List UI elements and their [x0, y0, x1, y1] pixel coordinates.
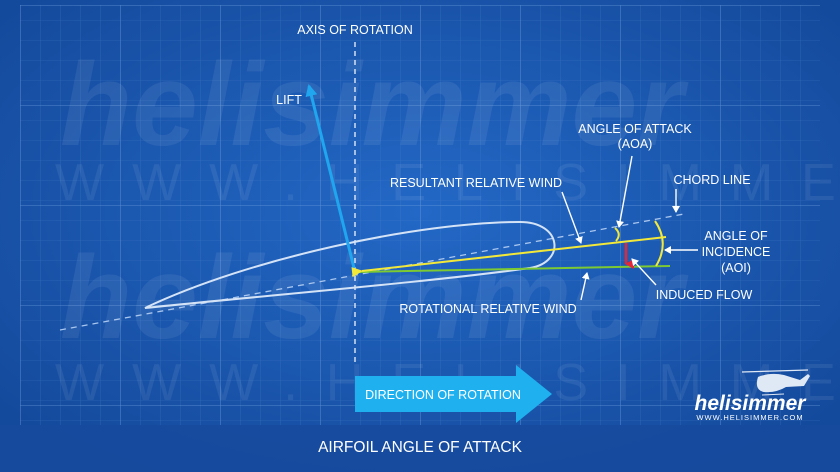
resultant-wind-pointer	[561, 191, 583, 244]
logo-url: WWW.HELISIMMER.COM	[696, 413, 803, 422]
resultant-relative-wind-arrow	[351, 236, 667, 278]
direction-of-rotation-label: DIRECTION OF ROTATION	[365, 388, 521, 402]
airfoil	[144, 220, 556, 309]
aoi-abbrev: (AOI)	[721, 261, 751, 275]
rotational-relative-wind-label: ROTATIONAL RELATIVE WIND	[399, 302, 576, 316]
resultant-relative-wind-label: RESULTANT RELATIVE WIND	[390, 176, 562, 190]
diagram-title: AIRFOIL ANGLE OF ATTACK	[318, 439, 523, 456]
induced-flow-pointer	[631, 258, 657, 286]
lift-label: LIFT	[276, 93, 302, 107]
direction-of-rotation-arrow	[355, 365, 552, 423]
aoa-abbrev: (AOA)	[618, 137, 653, 151]
aoi-label-1: ANGLE OF	[704, 229, 768, 243]
aoi-arc	[654, 220, 664, 267]
aoa-arc	[614, 227, 620, 242]
watermark-brand: helisimmer	[60, 39, 689, 171]
aoa-pointer	[616, 155, 633, 228]
chord-line	[59, 213, 685, 331]
rotational-wind-pointer	[580, 272, 590, 301]
logo-brand: helisimmer	[695, 392, 808, 415]
aoa-label: ANGLE OF ATTACK	[578, 122, 692, 136]
aoi-label-2: INCIDENCE	[702, 245, 771, 259]
helisimmer-logo: helisimmer WWW.HELISIMMER.COM	[695, 369, 810, 422]
induced-flow-label: INDUCED FLOW	[656, 288, 753, 302]
axis-of-rotation-label: AXIS OF ROTATION	[297, 23, 413, 37]
chord-line-label: CHORD LINE	[673, 173, 750, 187]
watermark-url: WWW.HELISIMMER.COM	[55, 154, 840, 212]
helicopter-icon	[741, 369, 810, 396]
watermark-brand-2: helisimmer	[60, 232, 689, 364]
rotational-relative-wind-line	[357, 265, 671, 273]
lift-arrow	[305, 84, 356, 269]
